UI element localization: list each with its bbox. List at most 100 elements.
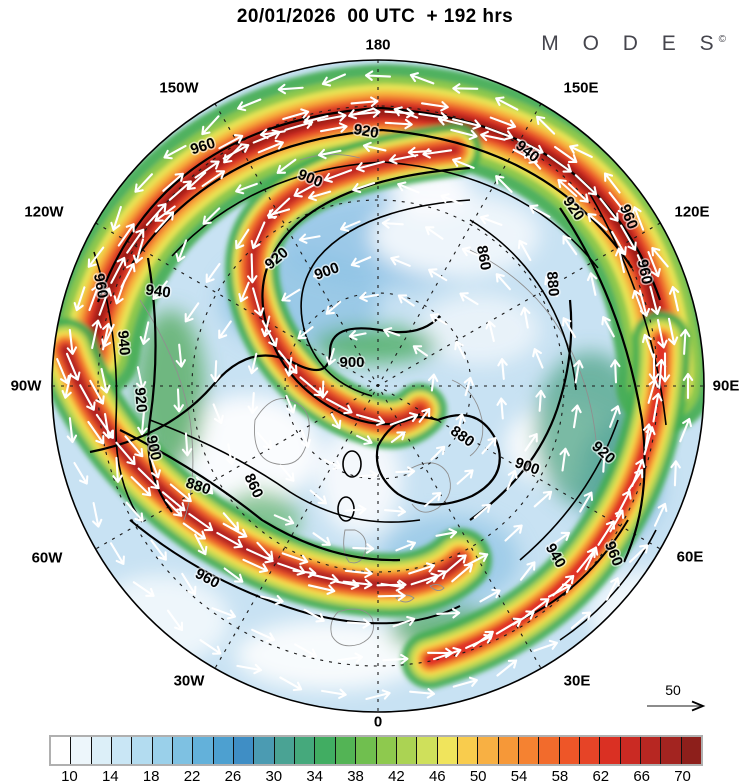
contour-lines [89, 106, 667, 641]
colorbar-cell [152, 737, 174, 764]
wind-arrow-icon [432, 646, 462, 661]
wind-arrow-icon [163, 144, 187, 160]
wind-arrow-icon [56, 358, 70, 385]
wind-arrow-icon [265, 252, 283, 269]
wind-arrow-icon [321, 73, 346, 87]
colorbar-cell [315, 737, 336, 764]
wind-arrow-icon [569, 144, 593, 158]
wind-arrow-icon [409, 72, 435, 85]
colorbar-cell [173, 737, 194, 764]
wind-arrow-icon [418, 111, 449, 123]
wind-arrow-icon [597, 520, 616, 546]
colorbar-cell [498, 737, 519, 764]
wind-arrow-icon [184, 302, 200, 323]
wind-arrow-icon [300, 429, 311, 448]
wind-arrow-icon [651, 246, 669, 268]
wind-arrow-icon [235, 182, 258, 195]
wind-arrow-icon [383, 327, 401, 338]
wind-arrow-icon [631, 458, 646, 487]
wind-arrow-icon [344, 504, 367, 515]
wind-arrow-icon [605, 577, 620, 601]
colorbar-cell [457, 737, 479, 764]
wind-arrow-icon [451, 118, 482, 130]
colorbar-cell [600, 737, 621, 764]
wind-arrow-icon [544, 275, 558, 298]
wind-arrow-icon [250, 221, 266, 250]
wind-arrow-icon [359, 291, 380, 303]
wind-arrow-icon [181, 572, 197, 596]
wind-arrow-icon [377, 590, 406, 602]
wind-arrow-icon [586, 272, 598, 296]
wind-arrow-icon [641, 333, 655, 359]
wind-arrow-icon [125, 501, 144, 522]
wind-arrow-icon [282, 108, 310, 121]
wind-arrow-icon [484, 126, 514, 141]
wind-arrow-icon [533, 490, 553, 508]
wind-arrow-icon [679, 328, 691, 355]
wind-arrow-icon [223, 567, 244, 583]
wind-arrow-icon [587, 213, 608, 231]
wind-arrow-icon [552, 574, 575, 597]
copyright-mark: © [718, 34, 726, 45]
colorbar-tick-label: 66 [633, 768, 651, 782]
colorbar-tick-label: 62 [592, 768, 610, 782]
longitude-label: 60W [31, 549, 63, 567]
wind-arrow-icon [670, 460, 681, 487]
wind-arrow-icon [495, 273, 511, 291]
wind-arrow-icon [309, 489, 328, 505]
wind-arrow-icon [506, 469, 518, 491]
map-boundary-circle [51, 59, 705, 713]
wind-arrow-icon [668, 285, 680, 312]
wind-arrow-icon [279, 464, 295, 482]
wind-arrow-icon [655, 358, 667, 389]
wind-arrow-icon [479, 588, 501, 603]
wind-arrow-icon [450, 128, 478, 141]
wind-arrow-icon [573, 359, 584, 384]
wind-arrow-icon [276, 158, 297, 174]
wind-arrow-icon [679, 417, 692, 443]
colorbar-cell [112, 737, 133, 764]
colorbar-tick-label: 14 [101, 768, 119, 782]
wind-arrow-icon [631, 289, 644, 315]
wind-arrow-icon [350, 107, 381, 118]
wind-arrow-icon [517, 239, 532, 262]
wind-arrow-icon [124, 435, 144, 458]
wind-arrow-icon [252, 129, 281, 144]
wind-arrow-icon [238, 281, 250, 303]
wind-arrow-icon [428, 268, 448, 282]
wind-arrow-icon [473, 503, 491, 519]
colorbar-tick-label: 18 [142, 768, 160, 782]
modes-logo: M O D E S© [541, 32, 726, 56]
wind-arrow-icon [88, 284, 102, 312]
wind-arrow-icon [344, 567, 373, 579]
wind-arrow-icon [154, 211, 175, 233]
wind-arrow-icon [261, 320, 278, 347]
wind-arrow-icon [465, 633, 493, 650]
wind-arrow-icon [161, 491, 186, 512]
wind-arrow-icon [92, 501, 103, 528]
colorbar-tick-label: 50 [469, 768, 487, 782]
wind-arrow-icon [425, 226, 444, 240]
wind-arrow-icon [520, 306, 531, 329]
wind-arrow-icon [609, 405, 621, 428]
wind-arrow-icon [364, 70, 392, 81]
wind-arrow-icon [323, 169, 353, 183]
wind-arrow-icon [532, 348, 544, 369]
contour-label: 880 [543, 271, 562, 297]
wind-arrow-icon [599, 448, 610, 473]
wind-arrow-icon [281, 288, 301, 302]
wind-arrow-icon [497, 357, 508, 381]
wind-arrow-icon [418, 407, 431, 423]
wind-arrow-icon [236, 663, 263, 675]
wind-arrow-icon [412, 345, 429, 357]
colorbar-cell [213, 737, 235, 764]
wind-arrow-icon [579, 491, 594, 513]
wind-arrow-icon [346, 618, 371, 629]
wind-arrow-icon [461, 246, 483, 258]
wind-arrow-icon [169, 483, 192, 503]
contour-label: 940 [144, 281, 171, 301]
wind-arrow-icon [451, 563, 474, 583]
wind-arrow-icon [452, 157, 475, 169]
wind-arrow-icon [137, 467, 160, 490]
